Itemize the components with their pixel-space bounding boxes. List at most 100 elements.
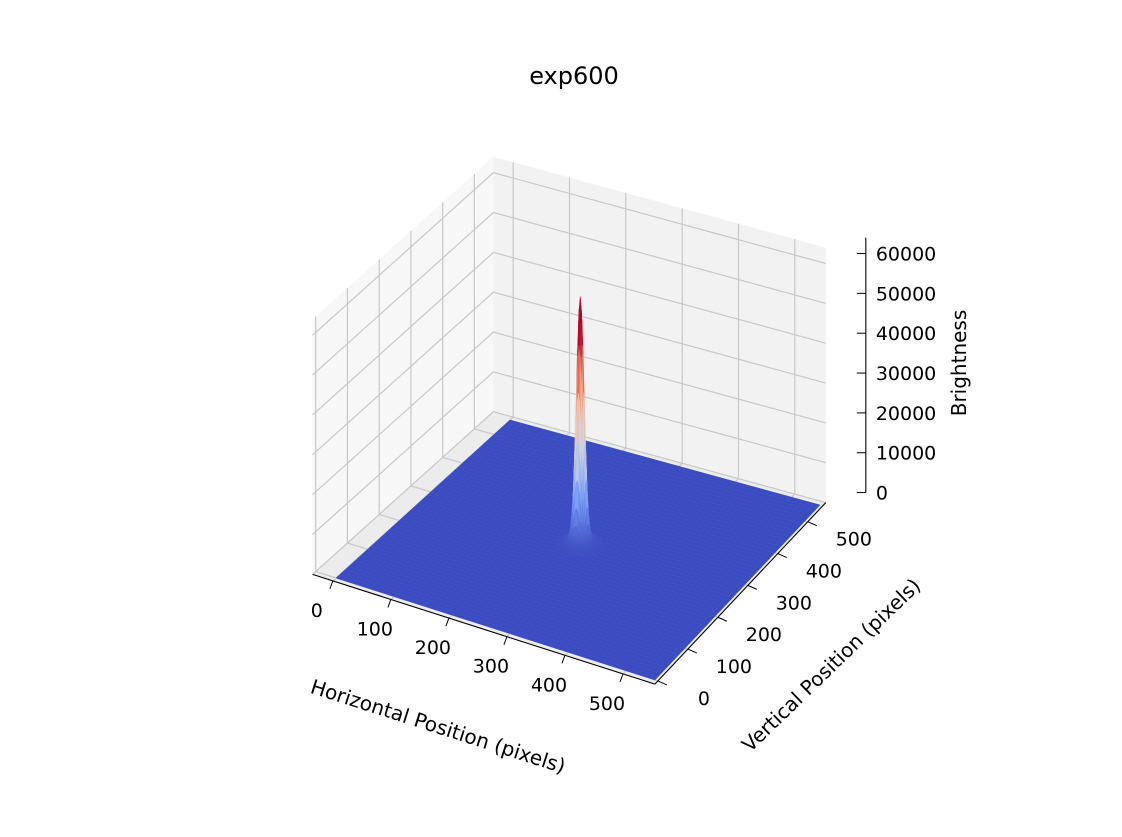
mesh-line <box>538 473 708 644</box>
mesh-line <box>405 514 722 611</box>
surface-patch <box>592 553 596 556</box>
mesh-line <box>353 424 528 584</box>
mesh-line <box>457 452 629 618</box>
y-tick-label: 0 <box>698 688 710 710</box>
mesh-line <box>544 475 714 645</box>
mesh-line <box>521 469 691 638</box>
mesh-line <box>481 445 794 534</box>
x-tick <box>445 617 450 627</box>
x-tick-label: 300 <box>473 656 509 678</box>
axis-tick-labels: 0 100 200 300 400 500 0 100 200 300 400 500 0 10000 20… <box>311 244 936 715</box>
z-grid-line <box>312 172 826 336</box>
mesh-line <box>478 448 791 538</box>
mesh-line <box>625 497 792 671</box>
x-tick-label: 200 <box>415 637 451 659</box>
mesh-line <box>500 428 812 515</box>
mesh-line <box>405 438 578 601</box>
mesh-line <box>348 566 668 668</box>
mesh-line <box>585 486 753 658</box>
x-tick-label: 500 <box>589 693 625 715</box>
surface-patch <box>585 554 588 557</box>
mesh-line <box>399 520 716 617</box>
surface-patch <box>595 551 599 554</box>
z-tick-label: 0 <box>876 483 888 505</box>
mesh-line <box>359 426 533 586</box>
mesh-line <box>367 549 686 649</box>
mesh-line <box>392 526 710 623</box>
mesh-line <box>596 489 764 662</box>
surface-patch <box>588 554 591 557</box>
mesh-line <box>354 560 674 662</box>
mesh-line <box>361 554 680 655</box>
y-tick-label: 400 <box>806 561 842 583</box>
y-tick <box>777 553 788 558</box>
mesh-line <box>408 511 725 608</box>
mesh-line <box>469 455 640 621</box>
mesh-line <box>370 429 544 590</box>
z-grid-line <box>312 251 826 416</box>
chart-title: exp600 <box>529 62 619 90</box>
mesh-line <box>440 483 755 576</box>
mesh-line <box>527 470 697 640</box>
mesh-line <box>649 503 815 679</box>
mesh-line <box>370 546 689 646</box>
mesh-line <box>503 425 815 512</box>
surface-patch <box>574 554 577 557</box>
mesh-line <box>462 462 776 553</box>
mesh-line <box>335 419 511 579</box>
x-axis-label: Horizontal Position (pixels) <box>308 674 569 778</box>
z-grid-line <box>312 411 826 575</box>
y-tick-label: 500 <box>836 529 872 551</box>
surface-patch <box>591 553 594 556</box>
mesh-line <box>342 572 662 674</box>
mesh-line <box>550 477 719 647</box>
mesh-line <box>402 517 719 614</box>
y-tick-label: 200 <box>746 624 782 646</box>
mesh-line <box>388 433 561 595</box>
x-tick-label: 0 <box>311 600 323 622</box>
axis-lines <box>312 237 867 686</box>
mesh-line <box>591 487 759 660</box>
x-tick <box>561 655 566 664</box>
mesh-line <box>377 540 695 639</box>
mesh-line <box>497 431 809 518</box>
mesh-line <box>396 523 713 620</box>
surface-patch <box>599 549 602 552</box>
mesh-line <box>579 484 747 657</box>
mesh-line <box>556 478 725 649</box>
surface-patch <box>586 554 590 557</box>
y-tick <box>747 584 758 590</box>
mesh-line <box>602 490 770 664</box>
mesh-line <box>608 492 776 666</box>
mesh-line <box>475 451 788 541</box>
surface-plot <box>335 296 821 681</box>
mesh-line <box>490 437 803 525</box>
mesh-line <box>567 481 736 653</box>
mesh-line <box>446 449 618 614</box>
mesh-line <box>373 543 692 643</box>
mesh-line <box>411 439 584 603</box>
z-grid-line <box>312 371 826 535</box>
surface-patch <box>569 554 572 556</box>
mesh-line <box>562 480 730 651</box>
surface-patch <box>578 555 581 558</box>
z-grid-line <box>312 291 826 456</box>
mesh-line <box>417 441 590 605</box>
mesh-line <box>345 569 665 671</box>
mesh-line <box>506 422 818 509</box>
mesh-line <box>654 504 821 681</box>
x-tick <box>619 673 624 683</box>
z-axis-label: Brightness <box>947 310 971 417</box>
mesh-line <box>456 468 770 560</box>
mesh-line <box>573 483 742 655</box>
mesh-line <box>463 453 635 619</box>
mesh-line <box>515 467 685 636</box>
mesh-line <box>335 577 656 681</box>
mesh-line <box>411 508 728 604</box>
x-axis-line <box>312 573 656 685</box>
mesh-line <box>452 471 767 563</box>
mesh-line <box>380 537 698 636</box>
surface-patch <box>583 555 586 557</box>
